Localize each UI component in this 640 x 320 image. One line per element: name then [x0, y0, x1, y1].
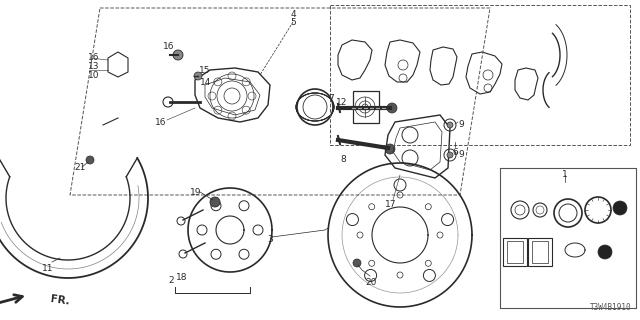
- Text: 6: 6: [452, 148, 458, 157]
- Text: 1: 1: [562, 170, 568, 179]
- Text: 9: 9: [458, 150, 464, 159]
- Text: T3W4B1910: T3W4B1910: [590, 303, 632, 312]
- Bar: [353, 91, 379, 123]
- Bar: [532, 241, 548, 263]
- Circle shape: [86, 156, 94, 164]
- Circle shape: [598, 245, 612, 259]
- Circle shape: [447, 122, 453, 128]
- Bar: [528, 238, 552, 266]
- Text: 11: 11: [42, 264, 54, 273]
- Text: 16: 16: [155, 118, 166, 127]
- Text: 14: 14: [200, 78, 211, 87]
- Text: 2: 2: [168, 276, 173, 285]
- Text: 8: 8: [340, 155, 346, 164]
- Text: 5: 5: [290, 18, 296, 27]
- Text: 18: 18: [176, 273, 188, 282]
- Circle shape: [387, 103, 397, 113]
- Circle shape: [613, 201, 627, 215]
- Text: 13: 13: [88, 62, 99, 71]
- Text: 16: 16: [88, 53, 99, 62]
- Text: 20: 20: [365, 278, 376, 287]
- Circle shape: [385, 144, 395, 154]
- Text: 17: 17: [385, 200, 397, 209]
- Text: 21: 21: [74, 163, 85, 172]
- Circle shape: [194, 72, 202, 80]
- Circle shape: [353, 259, 361, 267]
- Text: 19: 19: [190, 188, 202, 197]
- Bar: [503, 238, 527, 266]
- Text: 3: 3: [267, 235, 273, 244]
- Text: 4: 4: [290, 10, 296, 19]
- Text: 16: 16: [163, 42, 175, 51]
- Text: 10: 10: [88, 71, 99, 80]
- Text: 15: 15: [199, 66, 211, 75]
- Text: 9: 9: [458, 120, 464, 129]
- Text: 7: 7: [328, 94, 333, 103]
- Text: FR.: FR.: [50, 294, 70, 306]
- Text: 12: 12: [336, 98, 348, 107]
- Bar: [507, 241, 523, 263]
- Circle shape: [210, 197, 220, 207]
- Circle shape: [447, 152, 453, 158]
- Circle shape: [173, 50, 183, 60]
